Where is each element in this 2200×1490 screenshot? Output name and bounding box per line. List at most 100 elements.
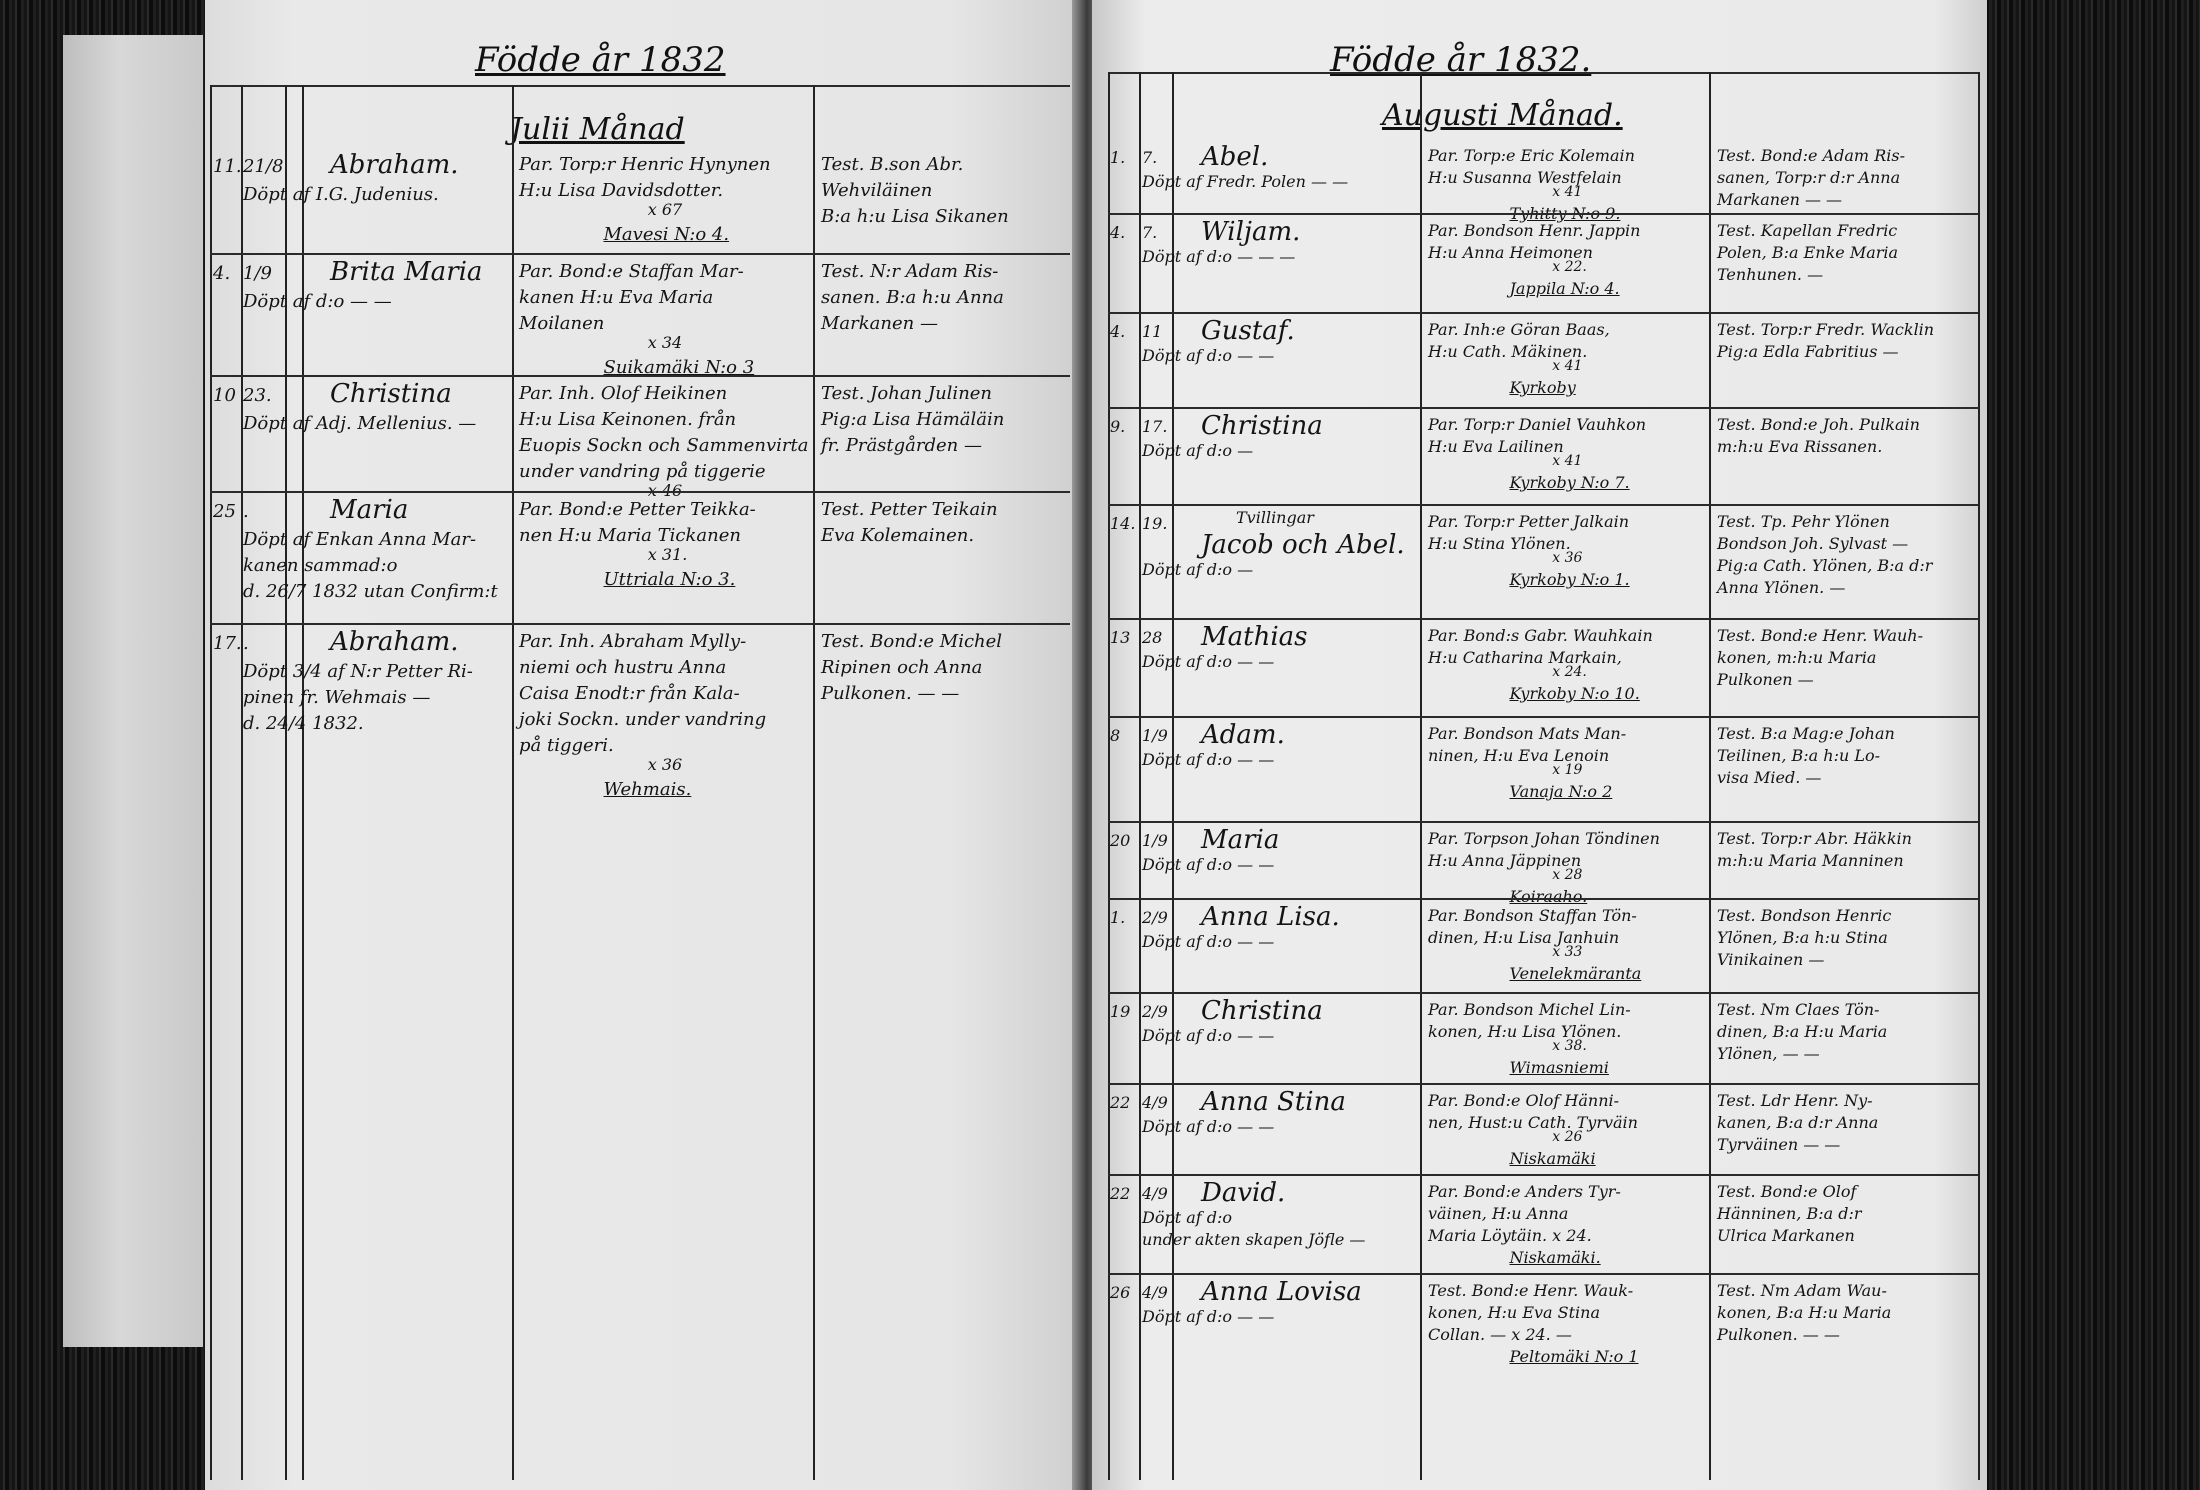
child-name: Anna Lovisa (1201, 1277, 1362, 1307)
parents-line: H:u Catharina Markain, (1428, 648, 1622, 667)
entry-rule (1108, 821, 1978, 823)
child-name: Anna Lisa. (1201, 902, 1340, 932)
baptism-note: Döpt af Enkan Anna Mar- (243, 529, 477, 550)
register-entry: 1. 7. Abel. Döpt af Fredr. Polen — — Par. To… (1092, 142, 1987, 223)
village-name: Niskamäki. (1509, 1248, 1601, 1267)
parents-line: konen, H:u Lisa Ylönen. (1428, 1022, 1622, 1041)
baptism-note: d. 26/7 1832 utan Confirm:t (243, 581, 498, 602)
parents-line: Par. Torp:r Petter Jalkain (1428, 512, 1630, 531)
baptism-note: Döpt af d:o (1142, 1208, 1233, 1227)
twins-label: Tvillingar (1236, 508, 1314, 527)
entry-rule (1108, 407, 1978, 409)
parents-line: H:u Anna Heimonen (1428, 243, 1593, 262)
parents-line: under vandring på tiggerie (519, 461, 766, 482)
witness-line: konen, B:a H:u Maria (1717, 1303, 1892, 1322)
baptism-date: 7. (1142, 148, 1158, 167)
village-name: Vanaja N:o 2 (1509, 782, 1613, 801)
baptism-date: 4/9 (1142, 1093, 1168, 1112)
parents-line: väinen, H:u Anna (1428, 1204, 1569, 1223)
parents-line: Par. Inh. Abraham Mylly- (519, 631, 747, 652)
month-heading: Julii Månad (510, 112, 685, 147)
witness-line: Test. B.son Abr. (821, 154, 964, 175)
column-rule (1108, 72, 1110, 1480)
baptism-note: under akten skapen Jöfle — (1142, 1230, 1366, 1249)
child-name: Maria (1201, 825, 1280, 855)
column-rule (1978, 72, 1980, 1480)
entry-rule (1108, 992, 1978, 994)
register-entry: 4. 7. Wiljam. Döpt af d:o — — — Par. Bondson… (1092, 217, 1987, 316)
parents-line: nen, Hust:u Cath. Tyrväin (1428, 1113, 1638, 1132)
parents-line: konen, H:u Eva Stina (1428, 1303, 1601, 1322)
witness-line: Pig:a Edla Fabritius — (1717, 342, 1899, 361)
register-entry: 22 4/9 David. Döpt af d:o under akten skapen… (1092, 1178, 1987, 1277)
parents-line: Par. Bondson Henr. Jappin (1428, 221, 1641, 240)
right-page: Födde år 1832. Augusti Månad. 1. 7. Abel. D… (1092, 0, 1987, 1490)
baptism-date: 11 (1142, 322, 1163, 341)
column-rule (1172, 72, 1174, 1480)
parents-line: Caisa Enodt:r från Kala- (519, 683, 740, 704)
baptism-note: Döpt af d:o — (1142, 560, 1254, 579)
register-entry: 13 28 Mathias Döpt af d:o — — Par. Bond:s Ga… (1092, 622, 1987, 720)
parents-line: Collan. — x 24. — (1428, 1325, 1572, 1344)
entry-rule (210, 623, 1070, 625)
entry-rule (1108, 1174, 1978, 1176)
register-entry: 20 1/9 Maria Döpt af d:o — — Par. Torpson Jo… (1092, 825, 1987, 906)
witness-line: Test. Nm Claes Tön- (1717, 1000, 1880, 1019)
register-entry: 1. 2/9 Anna Lisa. Döpt af d:o — — Par. Bonds… (1092, 902, 1987, 996)
mother-age: x 24. (1552, 664, 1587, 680)
baptism-date: . (243, 633, 249, 654)
day-number: 1. (1110, 908, 1126, 927)
baptism-date: 4/9 (1142, 1184, 1168, 1203)
witness-line: Test. Petter Teikain (821, 499, 998, 520)
parents-line: dinen, H:u Lisa Janhuin (1428, 928, 1620, 947)
parents-line: Par. Inh. Olof Heikinen (519, 383, 728, 404)
witness-line: Test. Johan Julinen (821, 383, 993, 404)
village-name: Wehmais. (603, 779, 692, 800)
child-name: Christina (330, 379, 452, 409)
entry-rule (1108, 1273, 1978, 1275)
village-name: Kyrkoby N:o 1. (1509, 570, 1630, 589)
child-name: Gustaf. (1201, 316, 1295, 346)
entry-rule (1108, 898, 1978, 900)
column-rule (1139, 72, 1141, 1480)
village-name: Uttriala N:o 3. (603, 569, 736, 590)
parents-line: Par. Torpson Johan Töndinen (1428, 829, 1660, 848)
witness-line: konen, m:h:u Maria (1717, 648, 1877, 667)
child-name: Anna Stina (1201, 1087, 1346, 1117)
parents-line: Par. Bond:e Staffan Mar- (519, 261, 744, 282)
child-name: Maria (330, 495, 409, 525)
mother-age: x 33 (1552, 944, 1583, 960)
baptism-date: 1/9 (243, 263, 272, 284)
witness-line: Wehviläinen (821, 180, 933, 201)
day-number: 13 (1110, 628, 1131, 647)
baptism-note: Döpt 3/4 af N:r Petter Ri- (243, 661, 473, 682)
child-name: Christina (1201, 411, 1323, 441)
village-name: Niskamäki (1509, 1149, 1596, 1168)
page-title: Födde år 1832. (1330, 40, 1592, 80)
register-entry: 11. 21/8 Abraham. Döpt af I.G. Judenius. Par… (205, 150, 1080, 257)
baptism-note: Döpt af d:o — — (1142, 346, 1275, 365)
register-entry: 9. 17. Christina Döpt af d:o — Par. Torp:r D… (1092, 411, 1987, 508)
parents-line: Test. Bond:e Henr. Wauk- (1428, 1281, 1634, 1300)
child-name: Adam. (1201, 720, 1285, 750)
witness-line: m:h:u Eva Rissanen. (1717, 437, 1883, 456)
child-name: Christina (1201, 996, 1323, 1026)
witness-line: fr. Prästgården — (821, 435, 982, 456)
baptism-note: Döpt af d:o — (1142, 441, 1254, 460)
parents-line: Maria Löytäin. x 24. (1428, 1226, 1592, 1245)
witness-line: Vinikainen — (1717, 950, 1825, 969)
entry-rule (1108, 716, 1978, 718)
witness-line: Pig:a Cath. Ylönen, B:a d:r (1717, 556, 1933, 575)
baptism-date: 19. (1142, 514, 1168, 533)
column-rule (285, 85, 287, 1480)
register-entry: 10 23. Christina Döpt af Adj. Mellenius. — P… (205, 379, 1080, 500)
mother-age: x 41 (1552, 184, 1583, 200)
village-name: Koiraaho. (1509, 887, 1588, 906)
witness-line: Test. Bondson Henric (1717, 906, 1892, 925)
parents-line: Par. Bond:e Petter Teikka- (519, 499, 756, 520)
witness-line: Test. Tp. Pehr Ylönen (1717, 512, 1890, 531)
witness-line: Pig:a Lisa Hämäläin (821, 409, 1005, 430)
parents-line: Par. Inh:e Göran Baas, (1428, 320, 1610, 339)
baptism-note: Döpt af d:o — — (243, 291, 392, 312)
register-entry: 26 4/9 Anna Lovisa Döpt af d:o — — Test. Bon… (1092, 1277, 1987, 1403)
